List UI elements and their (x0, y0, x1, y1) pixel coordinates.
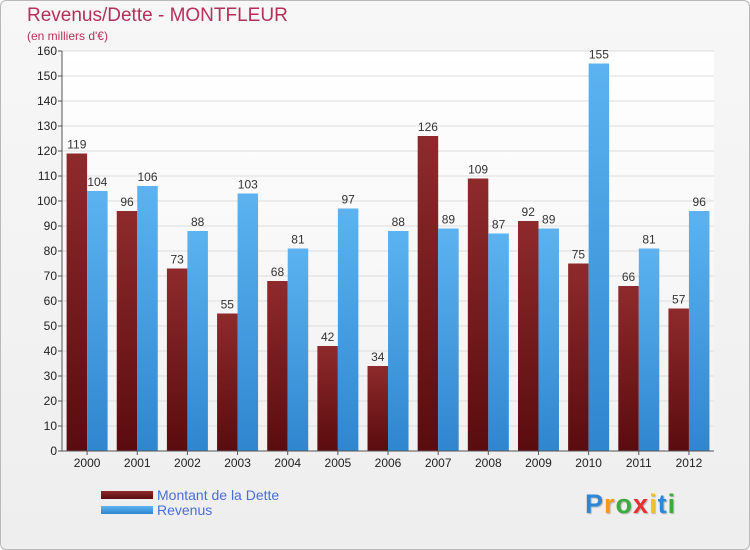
y-tick-label: 40 (44, 344, 58, 358)
x-tick-label: 2009 (525, 456, 552, 470)
data-label-dette: 42 (321, 330, 335, 344)
y-tick-label: 90 (44, 219, 58, 233)
bar-dette (217, 313, 238, 451)
bar-revenus (187, 231, 208, 451)
y-tick-label: 0 (50, 444, 57, 458)
x-tick-label: 2010 (575, 456, 602, 470)
y-tick-label: 60 (44, 294, 58, 308)
data-label-revenus: 104 (87, 175, 107, 189)
bar-revenus (337, 208, 359, 451)
bar-dette (417, 136, 439, 451)
bar-dette (517, 221, 539, 451)
y-tick-label: 70 (44, 269, 58, 283)
bar-dette (568, 263, 589, 451)
bar-revenus (688, 211, 710, 451)
y-tick-label: 150 (37, 69, 57, 83)
y-tick-label: 160 (37, 44, 57, 58)
y-tick-label: 130 (37, 119, 57, 133)
x-tick-label: 2001 (124, 456, 151, 470)
bar-revenus (287, 248, 309, 451)
legend-swatch-revenus (101, 506, 153, 514)
y-tick-label: 10 (44, 419, 58, 433)
data-label-dette: 55 (221, 298, 235, 312)
x-tick-label: 2002 (174, 456, 201, 470)
legend-label-dette: Montant de la Dette (157, 487, 280, 503)
data-label-dette: 109 (468, 163, 488, 177)
x-tick-label: 2006 (375, 456, 402, 470)
data-label-dette: 92 (522, 205, 536, 219)
logo-letter: i (667, 489, 677, 519)
chart-title: Revenus/Dette - MONTFLEUR (27, 5, 288, 26)
data-label-revenus: 103 (238, 178, 258, 192)
data-label-revenus: 88 (191, 215, 205, 229)
data-label-revenus: 87 (492, 218, 506, 232)
bar-dette (116, 211, 138, 451)
legend-label-revenus: Revenus (157, 502, 213, 518)
bar-dette (317, 346, 338, 451)
bar-revenus (488, 233, 509, 451)
data-label-dette: 75 (572, 248, 586, 262)
bar-dette (166, 268, 188, 451)
x-tick-label: 2003 (224, 456, 251, 470)
x-tick-label: 2011 (626, 456, 652, 470)
y-tick-label: 100 (37, 194, 57, 208)
bar-dette (668, 308, 689, 451)
proxiti-logo: Proxiti (585, 489, 676, 520)
x-tick-label: 2007 (425, 456, 452, 470)
x-tick-label: 2005 (325, 456, 352, 470)
data-label-dette: 119 (67, 138, 86, 152)
bar-revenus (388, 231, 409, 451)
legend-swatch-dette (101, 491, 153, 499)
bar-revenus (638, 248, 660, 451)
data-label-revenus: 106 (137, 170, 157, 184)
data-label-revenus: 96 (693, 195, 707, 209)
bar-revenus (588, 63, 610, 451)
data-label-dette: 73 (170, 253, 184, 267)
bar-dette (367, 366, 389, 451)
logo-letter: i (649, 489, 658, 519)
data-label-dette: 66 (622, 270, 636, 284)
data-label-dette: 57 (672, 293, 686, 307)
bar-revenus (237, 193, 259, 451)
bar-revenus (438, 228, 459, 451)
data-label-dette: 126 (418, 120, 438, 134)
y-tick-label: 140 (37, 94, 57, 108)
bar-revenus (538, 228, 559, 451)
x-tick-label: 2004 (274, 456, 301, 470)
x-tick-label: 2012 (676, 456, 703, 470)
y-tick-label: 20 (44, 394, 58, 408)
bar-dette (66, 153, 88, 451)
y-tick-label: 30 (44, 369, 58, 383)
chart-subtitle: (en milliers d'€) (27, 29, 108, 43)
data-label-dette: 34 (371, 350, 385, 364)
data-label-revenus: 81 (642, 233, 656, 247)
data-label-dette: 68 (271, 265, 285, 279)
data-label-revenus: 155 (589, 48, 609, 62)
y-tick-label: 110 (38, 169, 57, 183)
logo-letter: t (657, 489, 668, 519)
data-label-revenus: 89 (542, 213, 556, 227)
y-tick-label: 80 (44, 244, 58, 258)
bar-revenus (87, 191, 108, 451)
bar-dette (618, 286, 639, 451)
data-label-revenus: 89 (442, 213, 456, 227)
data-label-revenus: 88 (392, 215, 406, 229)
logo-letter: r (604, 489, 616, 519)
data-label-revenus: 97 (341, 193, 355, 207)
bar-dette (467, 178, 489, 451)
logo-letter: P (585, 489, 605, 519)
x-tick-label: 2000 (74, 456, 101, 470)
logo-letter: x (633, 489, 650, 519)
logo-letter: o (615, 489, 634, 519)
data-label-revenus: 81 (291, 233, 305, 247)
y-tick-label: 120 (37, 144, 57, 158)
data-label-dette: 96 (120, 195, 134, 209)
y-tick-label: 50 (44, 319, 58, 333)
x-tick-label: 2008 (475, 456, 502, 470)
bar-dette (267, 281, 288, 451)
bar-revenus (137, 186, 158, 451)
